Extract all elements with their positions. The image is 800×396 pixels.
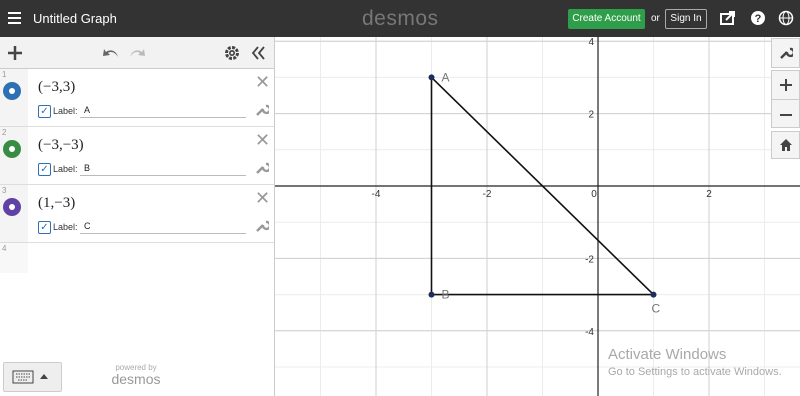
expression-text: (−3,−3) — [38, 137, 84, 153]
segment — [430, 76, 655, 296]
home-button[interactable] — [771, 131, 800, 159]
zoom-in-button[interactable] — [780, 79, 792, 91]
settings-button[interactable] — [224, 45, 240, 61]
x-tick-label: -4 — [372, 189, 381, 200]
label-checkbox[interactable]: ✓ — [38, 163, 51, 176]
point — [428, 74, 435, 81]
wrench-icon — [780, 47, 793, 59]
create-account-button[interactable]: Create Account — [568, 9, 645, 29]
y-tick-label: -2 — [585, 254, 594, 265]
label-checkbox[interactable]: ✓ — [38, 105, 51, 118]
row-gutter: 2 — [0, 127, 28, 184]
collapse-button[interactable] — [251, 46, 265, 60]
row-gutter: 4 — [0, 243, 28, 273]
svg-text:?: ? — [755, 13, 762, 25]
graph-title[interactable]: Untitled Graph — [33, 11, 117, 26]
label-caption: Label: — [53, 106, 78, 116]
row-number: 1 — [2, 70, 7, 79]
watermark-title: Activate Windows — [608, 346, 727, 363]
delete-button[interactable]: ✕ — [255, 72, 271, 92]
label-checkbox[interactable]: ✓ — [38, 221, 51, 234]
share-button[interactable] — [720, 10, 736, 26]
point-label: B — [442, 288, 450, 302]
label-caption: Label: — [53, 222, 78, 232]
help-button[interactable]: ? — [750, 10, 766, 26]
or-text: or — [651, 13, 660, 24]
point — [650, 291, 657, 298]
add-button[interactable] — [8, 46, 22, 60]
style-button[interactable] — [255, 161, 269, 175]
style-button[interactable] — [255, 219, 269, 233]
x-tick-label: 0 — [591, 189, 597, 200]
logo: desmos — [362, 7, 439, 30]
row-number: 2 — [2, 128, 7, 137]
point — [428, 291, 435, 298]
footer-brand: desmos — [111, 371, 161, 387]
delete-button[interactable]: ✕ — [255, 130, 271, 150]
keyboard-button[interactable] — [3, 362, 62, 392]
graph-settings-button[interactable] — [771, 38, 800, 68]
menu-button[interactable] — [8, 11, 22, 25]
language-button[interactable] — [778, 10, 794, 26]
y-tick-label: -4 — [585, 327, 594, 338]
label-input[interactable]: C — [80, 219, 246, 234]
expression-toolbar — [0, 37, 274, 69]
label-input[interactable]: B — [80, 161, 246, 176]
expression-row[interactable]: 3 (1,−3) ✓ Label: C ✕ — [0, 185, 274, 243]
color-icon[interactable] — [3, 140, 21, 158]
row-number: 4 — [2, 244, 7, 253]
row-gutter: 3 — [0, 185, 28, 242]
expression-row[interactable]: 1 (−3,3) ✓ Label: A ✕ — [0, 69, 274, 127]
watermark-subtitle: Go to Settings to activate Windows. — [608, 366, 782, 378]
zoom-controls — [771, 70, 800, 128]
label-caption: Label: — [53, 164, 78, 174]
expression-panel: 1 (−3,3) ✓ Label: A ✕ 2 (−3,−3) ✓ Label: B ✕ 3 (1,−3)… — [0, 37, 275, 396]
row-number: 3 — [2, 186, 7, 195]
label-input[interactable]: A — [80, 103, 246, 118]
expression-text: (−3,3) — [38, 79, 76, 95]
point-label: A — [442, 70, 450, 84]
point-label: C — [652, 302, 661, 316]
y-tick-label: 2 — [588, 110, 594, 121]
divider — [772, 99, 799, 100]
y-tick-label: 4 — [588, 37, 594, 48]
top-bar: Untitled Graph desmos Create Account or … — [0, 0, 800, 37]
color-icon[interactable] — [3, 198, 21, 216]
undo-button[interactable] — [102, 45, 120, 59]
style-button[interactable] — [255, 103, 269, 117]
sign-in-button[interactable]: Sign In — [665, 9, 707, 29]
powered-by: powered by — [115, 363, 157, 372]
x-tick-label: 2 — [706, 189, 712, 200]
redo-button[interactable] — [128, 45, 146, 59]
expression-text: (1,−3) — [38, 195, 76, 211]
delete-button[interactable]: ✕ — [255, 188, 271, 208]
zoom-out-button[interactable] — [780, 109, 792, 121]
x-tick-label: -2 — [483, 189, 492, 200]
empty-row[interactable]: 4 — [0, 243, 274, 273]
keyboard-icon — [12, 370, 48, 384]
expression-row[interactable]: 2 (−3,−3) ✓ Label: B ✕ — [0, 127, 274, 185]
row-gutter: 1 — [0, 69, 28, 126]
color-icon[interactable] — [3, 82, 21, 100]
home-icon — [780, 139, 792, 151]
